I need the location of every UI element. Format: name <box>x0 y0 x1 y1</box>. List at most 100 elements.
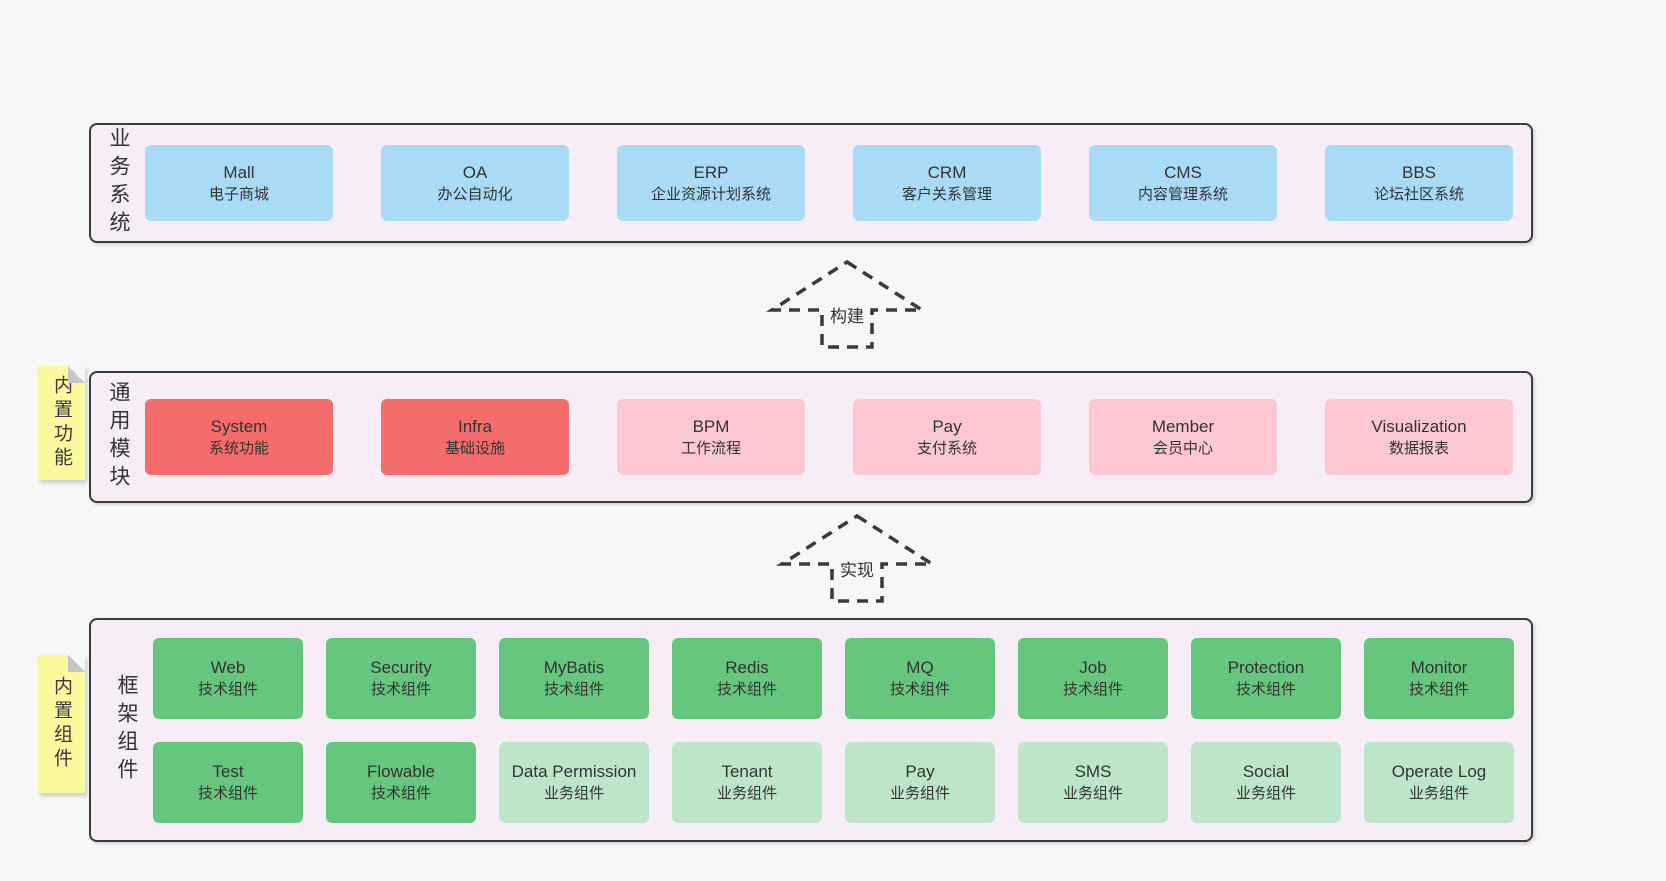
box-mybatis-title: MyBatis <box>543 657 605 677</box>
box-data-permission-title: Data Permission <box>511 761 637 781</box>
box-mq-title: MQ <box>906 657 934 677</box>
box-infra-title: Infra <box>457 416 493 436</box>
box-redis-title: Redis <box>725 657 769 677</box>
box-web-subtitle: 技术组件 <box>197 680 258 698</box>
box-sms: SMS 业务组件 <box>1018 741 1168 823</box>
box-cms-subtitle: 内容管理系统 <box>1137 185 1228 203</box>
folded-corner-icon <box>68 655 85 672</box>
box-sms-title: SMS <box>1074 761 1112 781</box>
panel-framework-components-label: 框架组件 <box>115 674 138 786</box>
box-social: Social 业务组件 <box>1191 741 1341 823</box>
box-test: Test 技术组件 <box>153 741 303 823</box>
box-pay-component-title: Pay <box>905 761 935 781</box>
box-flowable: Flowable 技术组件 <box>326 741 476 823</box>
box-monitor-title: Monitor <box>1410 657 1468 677</box>
box-redis-subtitle: 技术组件 <box>716 680 777 698</box>
box-tenant-title: Tenant <box>721 761 773 781</box>
box-cms: CMS 内容管理系统 <box>1089 145 1277 221</box>
box-sms-subtitle: 业务组件 <box>1062 784 1123 802</box>
panel-business-systems-rows: Mall 电子商城 OA 办公自动化 ERP 企业资源计划系统 CRM 客户关系… <box>145 145 1513 221</box>
box-oa: OA 办公自动化 <box>381 145 569 221</box>
panel-common-modules-rows: System 系统功能 Infra 基础设施 BPM 工作流程 Pay 支付系统… <box>145 399 1513 475</box>
box-bbs-title: BBS <box>1401 162 1437 182</box>
box-security-title: Security <box>370 657 432 677</box>
box-protection: Protection 技术组件 <box>1191 637 1341 719</box>
box-visualization-subtitle: 数据报表 <box>1388 439 1449 457</box>
panel-framework-components: 框架组件 Web 技术组件 Security 技术组件 MyBatis 技术组件… <box>89 618 1533 842</box>
box-pay-module-title: Pay <box>932 416 962 436</box>
box-erp: ERP 企业资源计划系统 <box>617 145 805 221</box>
box-member-subtitle: 会员中心 <box>1152 439 1213 457</box>
box-job-subtitle: 技术组件 <box>1062 680 1123 698</box>
folded-corner-icon <box>68 366 85 383</box>
box-data-permission-subtitle: 业务组件 <box>543 784 604 802</box>
box-crm: CRM 客户关系管理 <box>853 145 1041 221</box>
box-erp-title: ERP <box>693 162 729 182</box>
box-mq-subtitle: 技术组件 <box>889 680 950 698</box>
box-erp-subtitle: 企业资源计划系统 <box>650 185 771 203</box>
up-arrow-icon <box>776 513 938 603</box>
panel-business-systems: 业务系统 Mall 电子商城 OA 办公自动化 ERP 企业资源计划系统 CRM… <box>89 123 1533 243</box>
box-test-subtitle: 技术组件 <box>197 784 258 802</box>
box-visualization: Visualization 数据报表 <box>1325 399 1513 475</box>
box-bpm: BPM 工作流程 <box>617 399 805 475</box>
box-web: Web 技术组件 <box>153 637 303 719</box>
box-infra: Infra 基础设施 <box>381 399 569 475</box>
up-arrow-icon <box>766 259 928 349</box>
box-monitor: Monitor 技术组件 <box>1364 637 1514 719</box>
box-social-subtitle: 业务组件 <box>1235 784 1296 802</box>
box-system-subtitle: 系统功能 <box>208 439 269 457</box>
box-cms-title: CMS <box>1164 162 1202 182</box>
panel-common-modules: 通用模块 System 系统功能 Infra 基础设施 BPM 工作流程 Pay… <box>89 371 1533 503</box>
box-mall-title: Mall <box>223 162 255 182</box>
sticky-tag-built-in-features: 内置功能 <box>38 366 85 480</box>
box-protection-subtitle: 技术组件 <box>1235 680 1296 698</box>
framework-components-row-1: Web 技术组件 Security 技术组件 MyBatis 技术组件 Redi… <box>153 637 1514 719</box>
sticky-tag-built-in-components: 内置组件 <box>38 655 85 793</box>
business-systems-row: Mall 电子商城 OA 办公自动化 ERP 企业资源计划系统 CRM 客户关系… <box>145 145 1513 221</box>
box-flowable-subtitle: 技术组件 <box>370 784 431 802</box>
box-system-title: System <box>210 416 268 436</box>
box-tenant-subtitle: 业务组件 <box>716 784 777 802</box>
box-job: Job 技术组件 <box>1018 637 1168 719</box>
box-mybatis: MyBatis 技术组件 <box>499 637 649 719</box>
panel-common-modules-label: 通用模块 <box>107 381 130 493</box>
box-member-title: Member <box>1151 416 1215 436</box>
box-security-subtitle: 技术组件 <box>370 680 431 698</box>
box-flowable-title: Flowable <box>366 761 436 781</box>
box-oa-title: OA <box>462 162 488 182</box>
box-mybatis-subtitle: 技术组件 <box>543 680 604 698</box>
box-oa-subtitle: 办公自动化 <box>437 185 513 203</box>
panel-framework-components-rows: Web 技术组件 Security 技术组件 MyBatis 技术组件 Redi… <box>153 637 1514 823</box>
box-bpm-subtitle: 工作流程 <box>680 439 741 457</box>
box-monitor-subtitle: 技术组件 <box>1408 680 1469 698</box>
box-visualization-title: Visualization <box>1371 416 1467 436</box>
box-job-title: Job <box>1079 657 1107 677</box>
box-web-title: Web <box>210 657 246 677</box>
box-infra-subtitle: 基础设施 <box>444 439 505 457</box>
framework-components-row-2: Test 技术组件 Flowable 技术组件 Data Permission … <box>153 741 1514 823</box>
sticky-tag-built-in-components-label: 内置组件 <box>51 676 72 772</box>
box-operate-log-title: Operate Log <box>1391 761 1487 781</box>
box-member: Member 会员中心 <box>1089 399 1277 475</box>
box-system: System 系统功能 <box>145 399 333 475</box>
common-modules-row: System 系统功能 Infra 基础设施 BPM 工作流程 Pay 支付系统… <box>145 399 1513 475</box>
box-bbs-subtitle: 论坛社区系统 <box>1373 185 1464 203</box>
implement-arrow: 实现 <box>772 512 942 604</box>
box-operate-log: Operate Log 业务组件 <box>1364 741 1514 823</box>
box-pay-component-subtitle: 业务组件 <box>889 784 950 802</box>
box-social-title: Social <box>1242 761 1290 781</box>
box-redis: Redis 技术组件 <box>672 637 822 719</box>
box-mall-subtitle: 电子商城 <box>208 185 269 203</box>
sticky-tag-built-in-features-label: 内置功能 <box>51 375 72 471</box>
box-operate-log-subtitle: 业务组件 <box>1408 784 1469 802</box>
build-arrow: 构建 <box>762 258 932 350</box>
implement-arrow-label: 实现 <box>837 556 877 581</box>
box-crm-subtitle: 客户关系管理 <box>901 185 992 203</box>
box-pay-component: Pay 业务组件 <box>845 741 995 823</box>
box-pay-module-subtitle: 支付系统 <box>916 439 977 457</box>
panel-business-systems-label: 业务系统 <box>107 127 130 239</box>
box-test-title: Test <box>212 761 244 781</box>
box-data-permission: Data Permission 业务组件 <box>499 741 649 823</box>
